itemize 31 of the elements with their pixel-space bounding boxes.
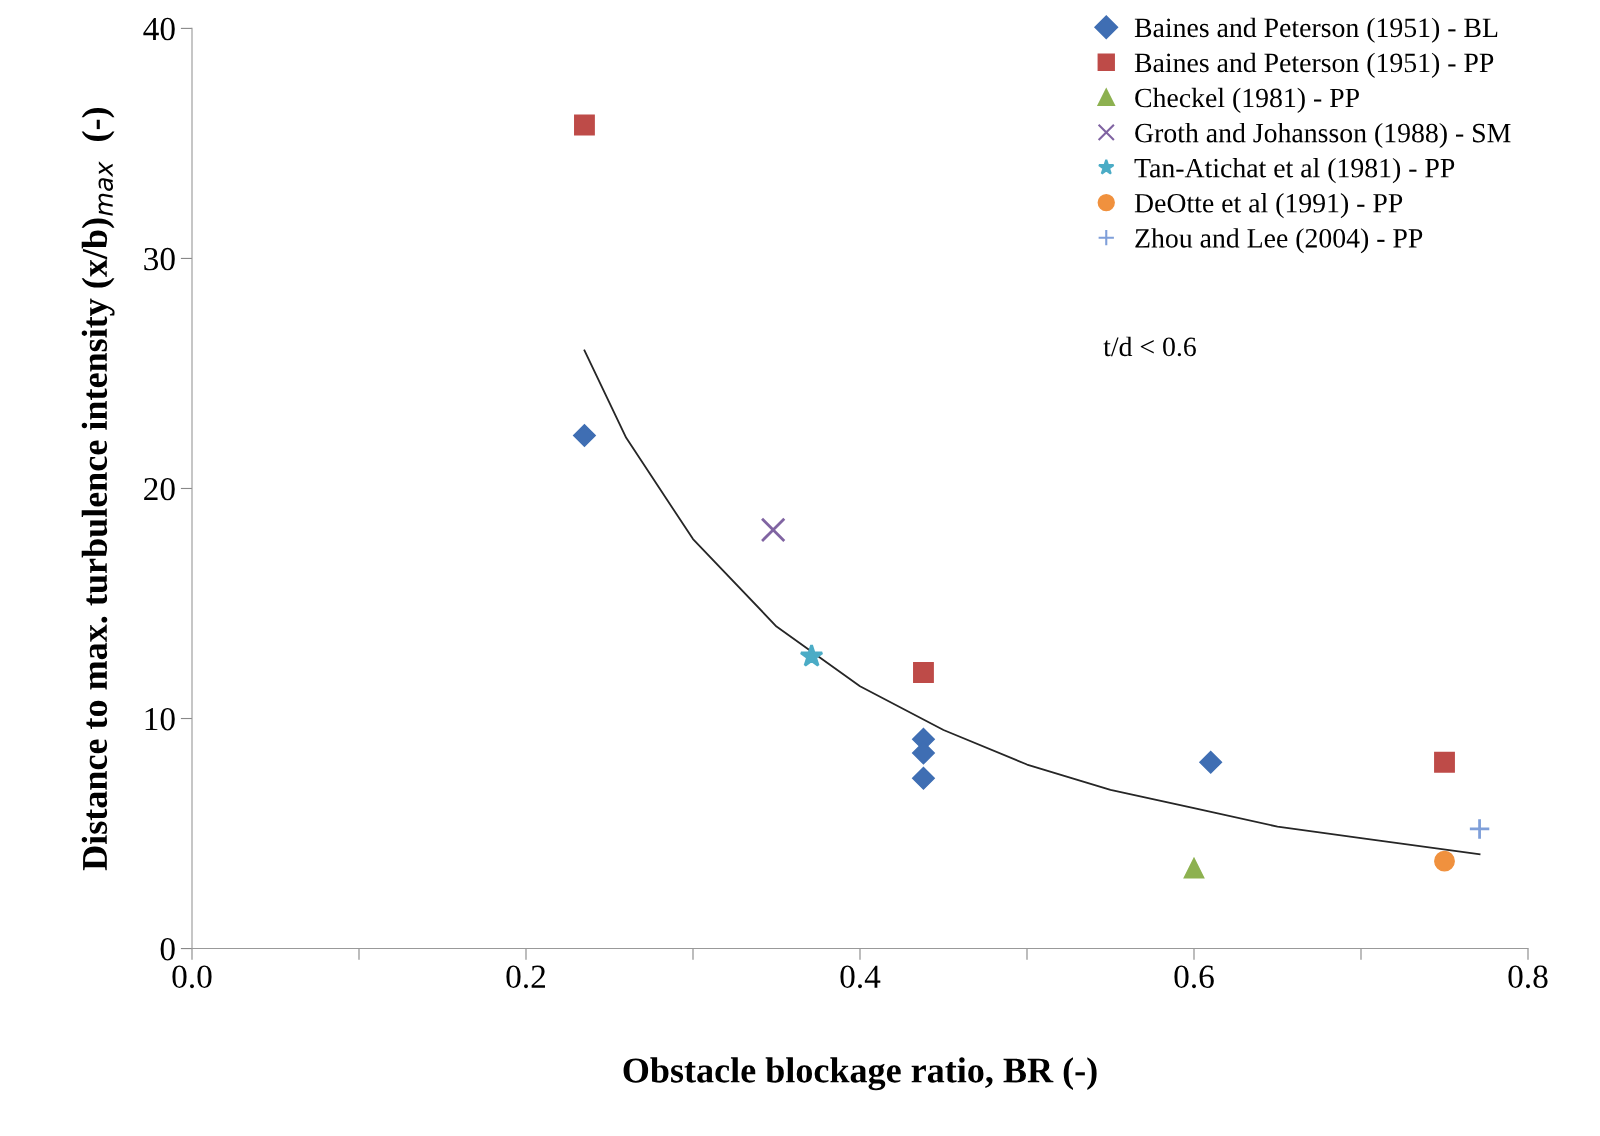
point	[913, 662, 934, 683]
legend-label: Tan-Atichat et al (1981) - PP	[1134, 157, 1455, 184]
point	[572, 424, 596, 448]
x-tick-label: 0.2	[506, 965, 545, 989]
y-tick-label: 30	[144, 247, 175, 271]
legend-label: Baines and Peterson (1951) - PP	[1134, 52, 1494, 78]
x-tick-label: 0.6	[1174, 965, 1214, 989]
legend-label: Groth and Johansson (1988) - SM	[1135, 122, 1511, 149]
x-axis-title: Obstacle blockage ratio, BR (-)	[623, 1057, 1097, 1091]
x-tick-label: 0.0	[172, 965, 212, 989]
y-tick-label: 20	[144, 477, 175, 501]
y-axis-title: Distance to max. turbulence intensity (x/b)$_{max}$ (-)	[81, 107, 115, 871]
x-tick-label: 0.8	[1508, 965, 1548, 989]
point	[799, 643, 824, 667]
point	[1434, 850, 1455, 872]
legend-label: Zhou and Lee (2004) - PP	[1135, 228, 1423, 254]
point	[574, 114, 595, 136]
legend-label: DeOtte et al (1991) - PP	[1134, 193, 1403, 219]
y-tick-label: 0	[160, 937, 175, 961]
y-tick-label: 10	[145, 707, 175, 731]
point	[760, 517, 786, 543]
legend-label: Baines and Peterson (1951) - BL	[1134, 17, 1498, 43]
point	[911, 766, 935, 790]
point	[1183, 857, 1205, 879]
point	[1434, 751, 1455, 773]
y-tick-label: 40	[143, 17, 175, 41]
point	[1199, 750, 1223, 774]
x-tick-label: 0.4	[840, 965, 881, 989]
annotation: t/d < 0.6	[1103, 336, 1196, 357]
legend-label: Checkel (1981) - PP	[1135, 87, 1359, 113]
point	[1468, 817, 1491, 841]
